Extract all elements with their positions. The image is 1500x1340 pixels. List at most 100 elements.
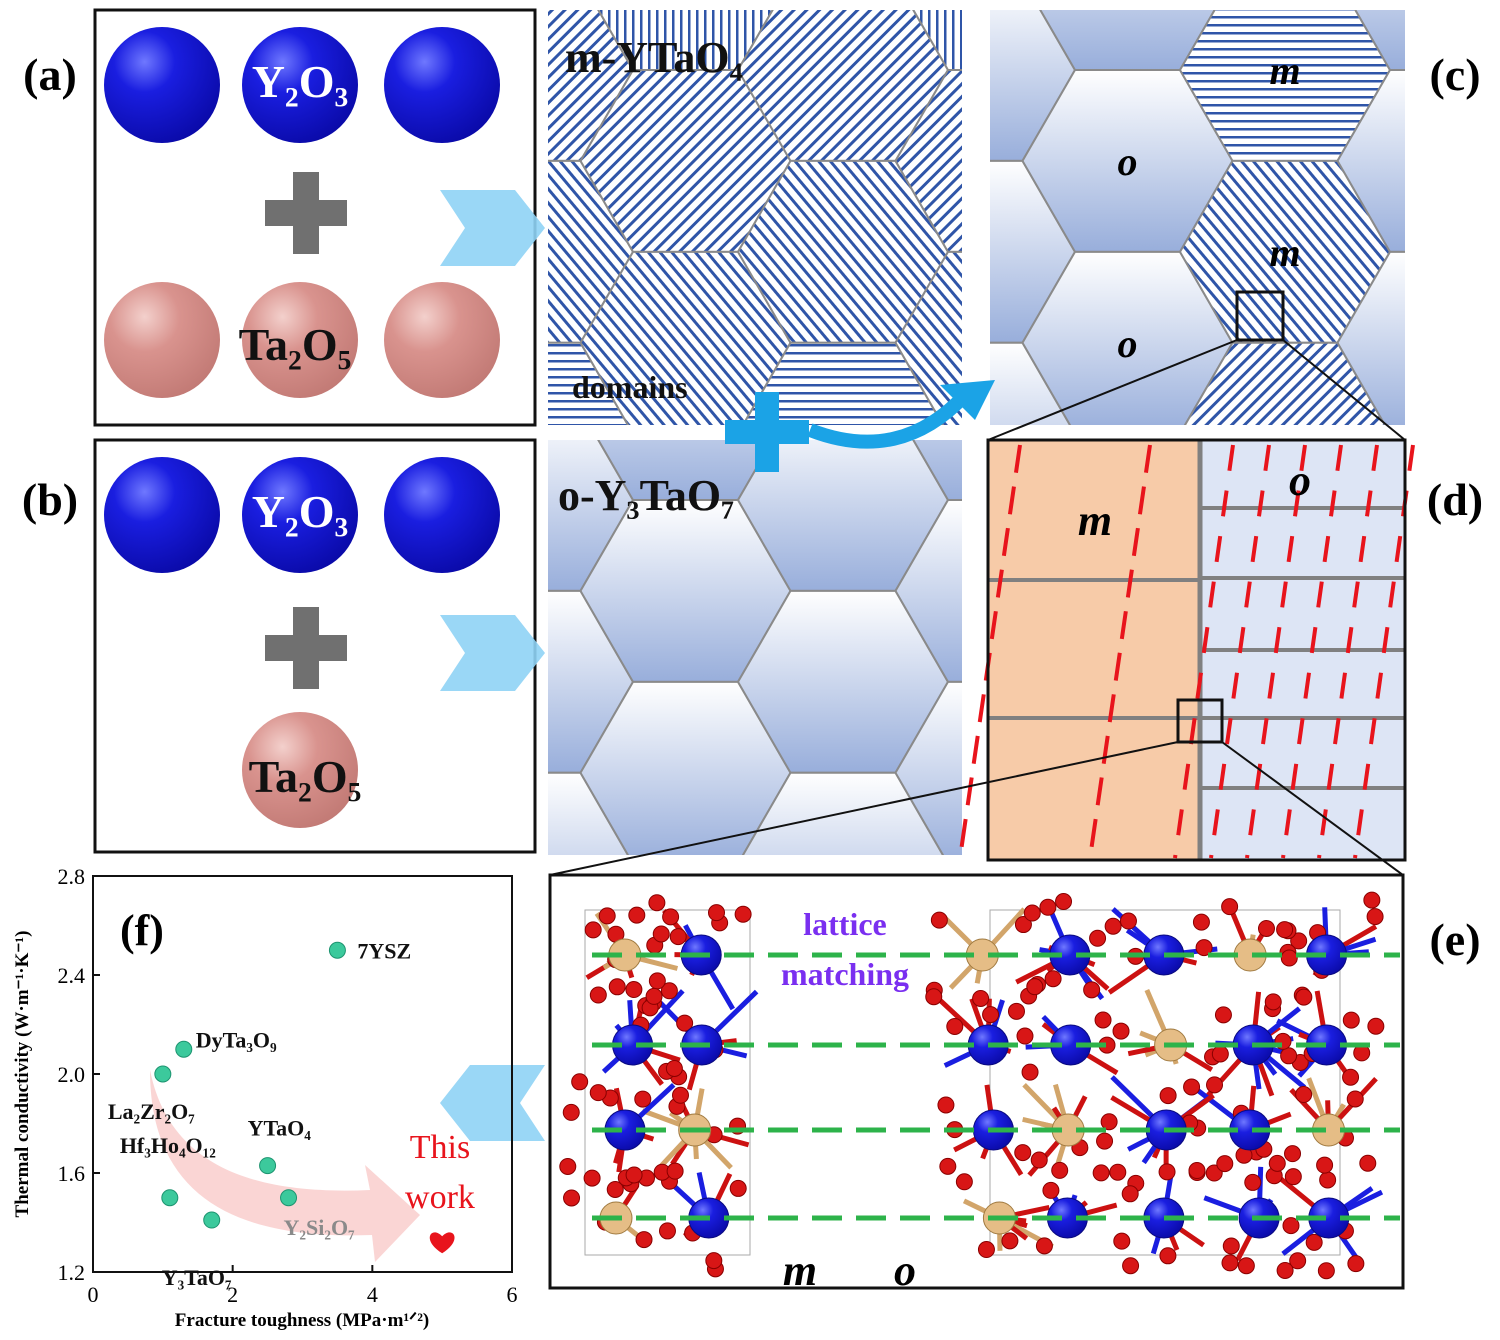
note: matching bbox=[781, 956, 909, 992]
annotation: This bbox=[410, 1129, 470, 1166]
oxygen-atom bbox=[1342, 1068, 1360, 1086]
sphere bbox=[242, 282, 358, 398]
lattice-line bbox=[1088, 444, 1152, 859]
oxygen-atom bbox=[1346, 1090, 1364, 1108]
y-axis-title: Thermal conductivity (W·m⁻¹·K⁻¹) bbox=[12, 931, 33, 1218]
oxygen-atom bbox=[666, 1162, 684, 1180]
grain bbox=[894, 69, 962, 253]
formula: Ta₂O₅ bbox=[249, 751, 362, 802]
oxygen-atom bbox=[1319, 1171, 1337, 1189]
x-tick-label: 2 bbox=[227, 1282, 238, 1307]
sphere bbox=[384, 457, 500, 573]
oxygen-atom bbox=[1347, 1255, 1365, 1273]
oxygen-atom bbox=[606, 1180, 624, 1198]
y-tick-label: 2.8 bbox=[58, 864, 86, 889]
m-region bbox=[988, 440, 1200, 860]
lattice-line bbox=[1353, 444, 1415, 859]
highlight-point bbox=[429, 1232, 455, 1254]
oxygen-atom bbox=[734, 905, 752, 923]
arrow bbox=[440, 1065, 545, 1141]
phase-label: o bbox=[1289, 456, 1311, 505]
point-label: YTaO₄ bbox=[248, 1116, 312, 1141]
oxygen-atom bbox=[669, 928, 687, 946]
oxygen-atom bbox=[634, 1090, 652, 1108]
oxygen-atom bbox=[977, 1241, 995, 1259]
oxygen-atom bbox=[946, 1017, 964, 1035]
formula: Ta₂O₅ bbox=[239, 319, 352, 370]
oxygen-atom bbox=[1023, 904, 1041, 922]
oxygen-atom bbox=[1007, 1002, 1025, 1020]
point bbox=[203, 1211, 221, 1229]
point-label: Hf₃Ho₄O₁₂ bbox=[120, 1133, 216, 1158]
plus-sign bbox=[265, 607, 347, 689]
oxygen-atom bbox=[1317, 1262, 1335, 1280]
grain-label: o bbox=[1118, 321, 1138, 366]
oxygen-atom bbox=[1367, 1017, 1385, 1035]
lattice-line bbox=[1281, 444, 1343, 859]
oxygen-atom bbox=[608, 978, 626, 996]
oxygen-atom bbox=[598, 907, 616, 925]
grain-label: m bbox=[1269, 412, 1300, 457]
oxygen-atom bbox=[1359, 1154, 1377, 1172]
oxygen-atom bbox=[1280, 949, 1298, 967]
panel-label: (f) bbox=[120, 906, 164, 955]
point bbox=[154, 1065, 172, 1083]
oxygen-atom bbox=[972, 989, 990, 1007]
oxygen-atom bbox=[1290, 932, 1308, 950]
oxygen-atom bbox=[1035, 1237, 1053, 1255]
oxygen-atom bbox=[1119, 912, 1137, 930]
point bbox=[328, 941, 346, 959]
oxygen-atom bbox=[1284, 1168, 1302, 1186]
oxygen-atom bbox=[729, 1179, 747, 1197]
oxygen-atom bbox=[589, 986, 607, 1004]
point bbox=[161, 1189, 179, 1207]
zoom-line bbox=[987, 339, 1238, 441]
arrow-head bbox=[940, 380, 995, 420]
scatter-chart: (f) Fracture toughness (MPa·m¹ᐟ²) Therma… bbox=[12, 864, 518, 1331]
oxygen-atom bbox=[1264, 993, 1282, 1011]
oxygen-atom bbox=[652, 925, 670, 943]
x-tick-label: 6 bbox=[507, 1282, 518, 1307]
grain bbox=[1354, 10, 1405, 71]
lattice-lines bbox=[958, 440, 1415, 860]
oxygen-atom bbox=[1214, 1006, 1232, 1024]
oxygen-atom bbox=[1366, 908, 1384, 926]
oxygen-atom bbox=[1192, 913, 1210, 931]
note: lattice bbox=[803, 906, 887, 942]
oxygen-atom bbox=[1295, 1086, 1313, 1104]
oxygen-atom bbox=[1113, 1232, 1131, 1250]
grain-label: m bbox=[1269, 48, 1300, 93]
y-tick-label: 2.0 bbox=[58, 1062, 86, 1087]
panel-box bbox=[548, 873, 1405, 1290]
oxygen-atom bbox=[1222, 1237, 1240, 1255]
oxygen-atom bbox=[1221, 1254, 1239, 1272]
x-tick-label: 4 bbox=[367, 1282, 378, 1307]
oxygen-atom bbox=[939, 1157, 957, 1175]
panel-label: (e) bbox=[1429, 914, 1480, 965]
plus-sign bbox=[265, 172, 347, 254]
oxygen-atom bbox=[1042, 1181, 1060, 1199]
oxygen-atom bbox=[1159, 1087, 1177, 1105]
oxygen-atom bbox=[1021, 1063, 1039, 1081]
oxygen-atom bbox=[1282, 1217, 1300, 1235]
panel-box bbox=[986, 438, 1407, 862]
oxygen-atom bbox=[1159, 1247, 1177, 1265]
formula: Y₂O₃ bbox=[252, 56, 349, 107]
hex-grid: o o m m m bbox=[990, 10, 1405, 457]
grain bbox=[912, 10, 962, 71]
lattice-line bbox=[958, 444, 1022, 859]
phase-label: m bbox=[1078, 496, 1112, 545]
oxygen-atom bbox=[1205, 1164, 1223, 1182]
y-tick-label: 1.2 bbox=[58, 1260, 86, 1285]
sphere bbox=[104, 457, 220, 573]
point-label: Y₃TaO₇ bbox=[162, 1265, 232, 1290]
oxygen-atom bbox=[559, 1157, 577, 1175]
y-tick-label: 2.4 bbox=[58, 963, 86, 988]
point bbox=[280, 1189, 298, 1207]
oxygen-atom bbox=[1216, 1155, 1234, 1173]
zoom-line bbox=[1221, 741, 1404, 876]
grain bbox=[912, 440, 962, 501]
grain bbox=[894, 499, 962, 683]
oxygen-atom bbox=[671, 1086, 689, 1104]
hex-grid bbox=[548, 10, 962, 425]
